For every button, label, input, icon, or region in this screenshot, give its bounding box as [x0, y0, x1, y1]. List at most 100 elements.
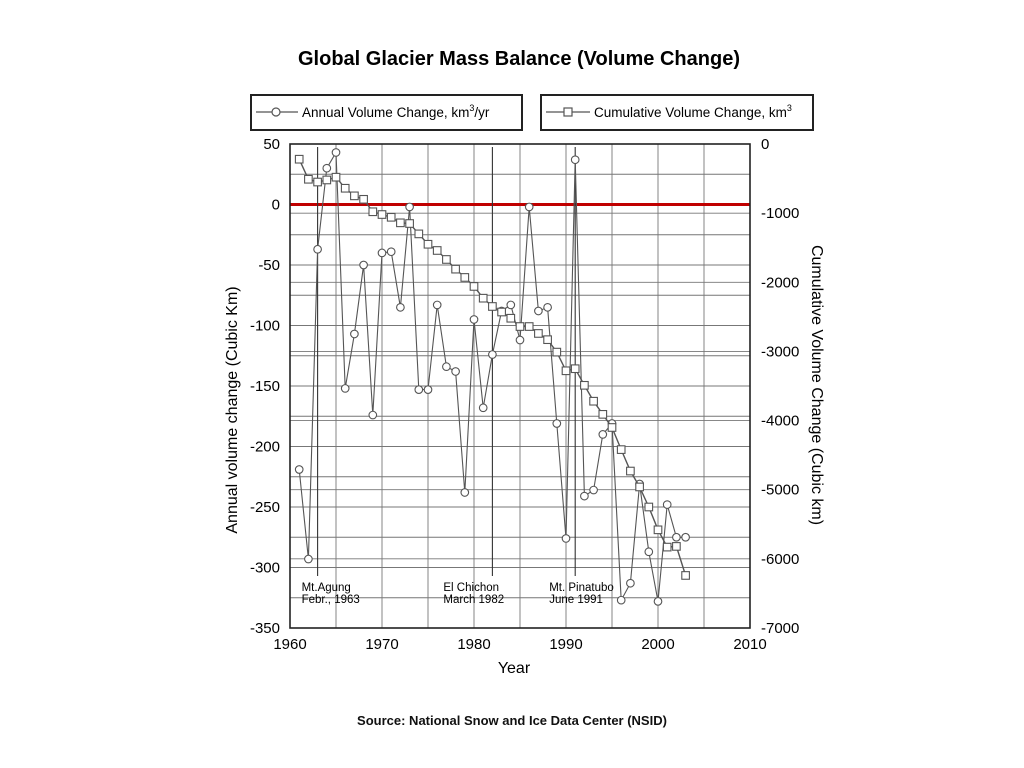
data-point-annual: [662, 500, 672, 509]
legend-cumulative-marker: [563, 107, 573, 117]
legend-annual-label: Annual Volume Change, km3/yr: [302, 103, 490, 120]
x-tick-label: 1970: [365, 636, 398, 653]
data-point-annual: [488, 350, 497, 359]
data-point-annual: [304, 554, 313, 564]
data-point-annual: [377, 248, 387, 258]
data-point-annual: [644, 547, 654, 557]
data-point-annual: [570, 155, 580, 165]
annotation-label: El Chichon: [443, 582, 499, 594]
data-point-annual: [432, 300, 442, 310]
y2-tick-label: -2000: [761, 274, 799, 291]
data-point-cumulative: [359, 194, 368, 204]
data-point-cumulative: [488, 302, 497, 311]
y2-tick-label: -5000: [761, 482, 799, 499]
legend-cumulative-box: [540, 94, 814, 131]
data-point-annual: [515, 335, 525, 345]
y-tick-label: -350: [250, 620, 280, 637]
annotation-label: March 1982: [443, 594, 504, 606]
y2-tick-label: -4000: [761, 413, 799, 430]
x-tick-labels: 1960 1970 1980 1990 2000 2010: [273, 636, 766, 653]
data-point-annual: [313, 244, 322, 254]
x-axis-label: Year: [498, 660, 531, 677]
data-point-cumulative: [543, 335, 552, 345]
data-point-annual: [561, 534, 571, 543]
data-point-annual: [626, 578, 635, 588]
y2-tick-label: -3000: [761, 343, 799, 360]
data-point-annual: [681, 532, 690, 542]
x-tick-label: 2000: [641, 636, 674, 653]
y-tick-label: -150: [250, 378, 280, 395]
data-point-cumulative: [570, 364, 580, 374]
data-point-cumulative: [368, 207, 378, 217]
data-point-annual: [359, 260, 368, 270]
data-point-annual: [589, 485, 598, 495]
data-point-annual: [368, 410, 378, 420]
data-point-cumulative: [442, 255, 451, 264]
data-point-cumulative: [524, 322, 534, 331]
data-point-annual: [396, 303, 405, 312]
data-point-cumulative: [644, 502, 654, 512]
data-point-cumulative: [598, 409, 608, 419]
data-point-annual: [294, 465, 304, 474]
data-point-cumulative: [561, 366, 571, 376]
data-point-cumulative: [469, 282, 479, 291]
legend-annual: Annual Volume Change, km3/yr: [250, 94, 523, 131]
data-point-annual: [616, 595, 626, 605]
data-point-annual: [469, 315, 479, 324]
data-point-cumulative: [626, 466, 635, 476]
data-point-cumulative: [313, 177, 322, 187]
data-point-cumulative: [294, 154, 304, 164]
data-point-cumulative: [552, 347, 562, 357]
data-point-cumulative: [340, 183, 350, 193]
data-point-cumulative: [672, 542, 681, 551]
annotation-label: Mt.Agung: [302, 582, 351, 594]
data-point-cumulative: [423, 239, 433, 249]
data-point-cumulative: [534, 329, 543, 338]
y2-tick-labels: 0 -1000 -2000 -3000 -4000 -5000 -6000 -7000: [761, 136, 799, 637]
data-point-cumulative: [432, 246, 442, 255]
data-point-cumulative: [681, 571, 690, 580]
legend-cumulative: Cumulative Volume Change, km3: [540, 94, 814, 131]
data-point-cumulative: [589, 396, 598, 406]
data-point-annual: [598, 430, 608, 439]
data-point-cumulative: [350, 191, 359, 201]
data-point-cumulative: [515, 322, 525, 331]
data-point-cumulative: [460, 273, 470, 282]
data-point-cumulative: [662, 542, 672, 552]
data-point-annual: [423, 385, 433, 394]
data-point-annual: [460, 488, 470, 497]
source-caption: Source: National Snow and Ice Data Cente…: [357, 713, 667, 728]
y-tick-label: -300: [250, 560, 280, 577]
data-point-annual: [478, 403, 488, 413]
data-point-annual: [451, 367, 460, 376]
series-layer: [294, 148, 690, 606]
legend-annual-box: [250, 94, 523, 131]
data-point-cumulative: [653, 525, 663, 535]
y2-axis-label: Cumulative Volume Change (Cubic km): [808, 245, 825, 525]
x-tick-label: 1990: [549, 636, 582, 653]
data-point-annual: [331, 148, 341, 157]
data-point-annual: [653, 597, 663, 606]
data-point-annual: [552, 419, 562, 428]
data-point-annual: [414, 385, 424, 394]
data-point-cumulative: [451, 264, 460, 274]
y-axis-label: Annual volume change (Cubic Km): [224, 286, 241, 533]
data-point-annual: [506, 300, 516, 310]
y2-tick-label: -6000: [761, 551, 799, 568]
data-point-cumulative: [580, 380, 589, 390]
y-tick-label: -100: [250, 318, 280, 335]
y-tick-label: -250: [250, 499, 280, 516]
data-point-cumulative: [635, 482, 644, 492]
grid: [290, 143, 750, 629]
y-tick-label: -50: [258, 257, 280, 274]
data-point-annual: [322, 163, 332, 173]
annotation-label: June 1991: [549, 594, 603, 606]
data-point-annual: [580, 491, 589, 501]
data-point-cumulative: [506, 313, 516, 323]
x-tick-label: 1960: [273, 636, 306, 653]
data-point-cumulative: [405, 219, 414, 228]
data-point-cumulative: [616, 445, 626, 454]
data-point-cumulative: [386, 212, 396, 222]
